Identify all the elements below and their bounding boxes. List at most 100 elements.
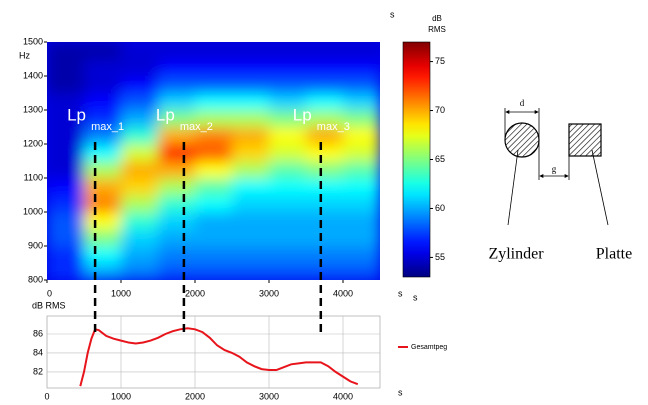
y-tick-label: 800 — [28, 274, 43, 284]
heatmap-cell — [121, 246, 159, 264]
heatmap-cell — [232, 42, 270, 60]
y-axis-label: dB RMS — [32, 300, 66, 310]
heatmap-cell — [195, 76, 233, 94]
heatmap-cell — [84, 93, 122, 111]
heatmap-cell — [47, 59, 85, 77]
heatmap-cell — [121, 263, 159, 280]
heatmap-cell — [158, 161, 196, 179]
heatmap-cell — [121, 59, 159, 77]
heatmap-cell — [306, 195, 344, 213]
x-tick-label: 1000 — [111, 391, 131, 401]
heatmap-cell — [343, 127, 380, 145]
heatmap-cell — [84, 59, 122, 77]
heatmap-cell — [84, 229, 122, 247]
y-tick-label: 1100 — [24, 172, 43, 182]
heatmap-cell — [343, 246, 380, 264]
heatmap-cell — [232, 161, 270, 179]
heatmap-cell — [84, 195, 122, 213]
heatmap-cell — [121, 178, 159, 196]
x-axis-label: s — [398, 288, 403, 298]
setup-diagram: d g Zylinder Platte — [488, 98, 632, 263]
heatmap-cell — [121, 144, 159, 162]
colorbar-label: dB — [432, 14, 442, 23]
heatmap-cell — [343, 161, 380, 179]
x-tick-label: 4000 — [333, 391, 353, 401]
annotation-subscript: max_3 — [317, 121, 350, 133]
heatmap-cell — [195, 42, 233, 60]
heatmap-cell — [269, 110, 307, 128]
heatmap-cell — [269, 195, 307, 213]
leader-line — [507, 149, 519, 226]
x-tick-label: 2000 — [185, 288, 205, 298]
colorbar-tick-label: 75 — [435, 56, 445, 66]
heatmap-cell — [84, 212, 122, 230]
heatmap-cell — [269, 263, 307, 280]
heatmap-cell — [232, 144, 270, 162]
dim-label: d — [520, 98, 525, 108]
heatmap-cell — [158, 144, 196, 162]
heatmap-cell — [232, 195, 270, 213]
heatmap-cell — [269, 42, 307, 60]
x-tick-label: 0 — [47, 288, 52, 298]
heatmap-cell — [232, 93, 270, 111]
heatmap-cell — [269, 229, 307, 247]
heatmap-cell — [232, 76, 270, 94]
heatmap-cell — [121, 195, 159, 213]
heatmap-cell — [343, 229, 380, 247]
heatmap-cell — [306, 263, 344, 280]
colorbar — [402, 41, 431, 278]
heatmap-cell — [47, 161, 85, 179]
heatmap-cell — [232, 212, 270, 230]
heatmap-cell — [84, 161, 122, 179]
heatmap-cell — [232, 178, 270, 196]
heatmap-cell — [84, 42, 122, 60]
heatmap-cell — [47, 263, 85, 280]
heatmap-cell — [269, 161, 307, 179]
heatmap-cell — [343, 212, 380, 230]
heatmap-cell — [84, 178, 122, 196]
heatmap-area — [47, 42, 380, 280]
heatmap-cell — [121, 93, 159, 111]
y-tick-label: 86 — [33, 328, 43, 338]
heatmap-cell — [47, 212, 85, 230]
heatmap-cell — [343, 144, 380, 162]
heatmap-cell — [158, 229, 196, 247]
heatmap-cell — [306, 76, 344, 94]
heatmap-cell — [121, 42, 159, 60]
heatmap-cell — [306, 246, 344, 264]
y-tick-label: 900 — [28, 240, 43, 250]
heatmap-cell — [84, 246, 122, 264]
x-tick-label: 1000 — [111, 288, 131, 298]
heatmap-cell — [47, 93, 85, 111]
heatmap-cell — [158, 42, 196, 60]
heatmap-cell — [306, 178, 344, 196]
cylinder-label: Zylinder — [488, 246, 544, 263]
heatmap-cell — [158, 93, 196, 111]
heatmap-cell — [195, 246, 233, 264]
heatmap-cell — [343, 42, 380, 60]
leader-line — [591, 149, 609, 226]
heatmap-cell — [269, 144, 307, 162]
x-tick-label: 2000 — [185, 391, 205, 401]
heatmap-cell — [158, 127, 196, 145]
heatmap-cell — [232, 127, 270, 145]
heatmap-cell — [306, 161, 344, 179]
heatmap-cell — [232, 263, 270, 280]
heatmap-cell — [47, 42, 85, 60]
heatmap-cell — [158, 212, 196, 230]
x-tick-label: 3000 — [259, 391, 279, 401]
heatmap-cell — [195, 59, 233, 77]
y-tick-label: 1500 — [23, 36, 43, 46]
heatmap-cell — [84, 263, 122, 280]
heatmap-cell — [306, 127, 344, 145]
heatmap-cell — [232, 59, 270, 77]
heatmap-cell — [232, 110, 270, 128]
x-tick-label: 3000 — [259, 288, 279, 298]
heatmap-cell — [47, 127, 85, 145]
heatmap-cell — [47, 178, 85, 196]
gap-label: g — [552, 164, 557, 174]
heatmap-cell — [343, 178, 380, 196]
heatmap-cell — [343, 93, 380, 111]
colorbar-unit: s — [413, 292, 418, 302]
heatmap-cell — [343, 59, 380, 77]
